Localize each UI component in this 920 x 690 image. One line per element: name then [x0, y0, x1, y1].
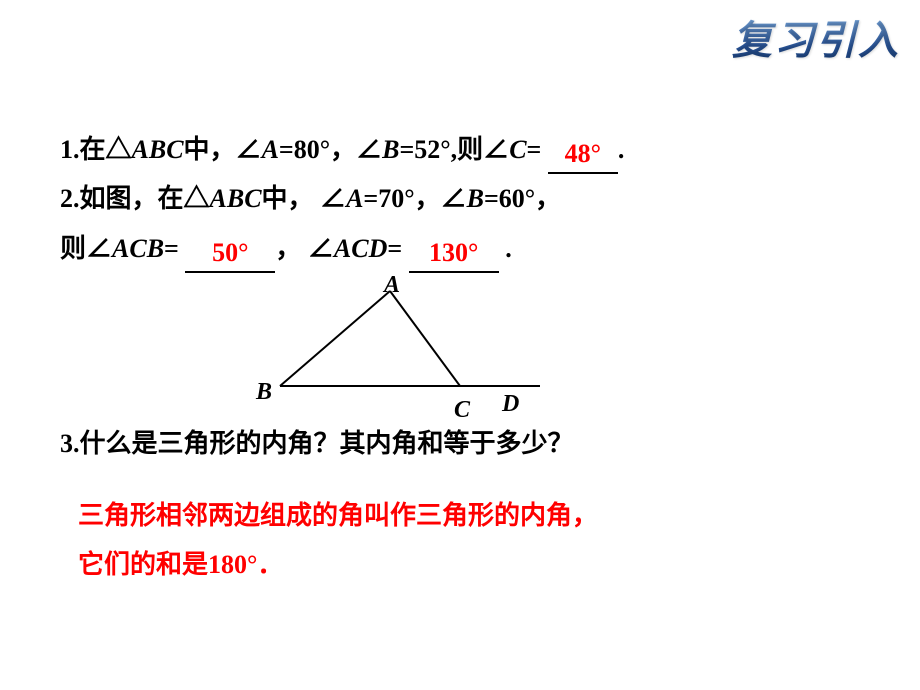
line-AC	[390, 291, 460, 386]
q2-l1-mid: 中， ∠	[262, 184, 347, 213]
question-2-line2: 则∠ACB= 50°， ∠ACD= 130° .	[60, 224, 870, 273]
vertex-label-A: A	[384, 263, 400, 309]
question-1: 1.在△ABC中，∠A=80°，∠B=52°,则∠C= 48°.	[60, 125, 870, 174]
vertex-label-C: C	[454, 388, 470, 434]
q2-tri: ABC	[210, 184, 262, 213]
q2-period: .	[499, 234, 512, 263]
q1-period: .	[618, 135, 625, 164]
q1-eq: =	[527, 135, 548, 164]
q2-comma: ， ∠	[275, 234, 334, 263]
question-2-line1: 2.如图，在△ABC中， ∠A=70°，∠B=60°，	[60, 174, 870, 223]
vertex-label-D: D	[502, 382, 519, 428]
q2-l2-pre: 则∠	[60, 234, 112, 263]
q1-A: A	[262, 135, 279, 164]
q2-l1-pre: 2.如图，在△	[60, 184, 210, 213]
q2-ACD: ACD	[334, 234, 387, 263]
q2-blank1: 50°	[185, 240, 275, 273]
q1-eqA: =80°，∠	[279, 135, 382, 164]
vertex-label-B: B	[256, 370, 272, 416]
q2-eq2: =	[387, 234, 408, 263]
content: 1.在△ABC中，∠A=80°，∠B=52°,则∠C= 48°. 2.如图，在△…	[60, 125, 870, 589]
q1-B: B	[382, 135, 399, 164]
line-AB	[280, 291, 390, 386]
q2-ans1: 50°	[212, 237, 248, 268]
answer-line1: 三角形相邻两边组成的角叫作三角形的内角，	[78, 491, 870, 540]
q1-blank: 48°	[548, 141, 618, 174]
q1-tri: ABC	[132, 135, 184, 164]
q2-A: A	[346, 184, 363, 213]
q1-eqB: =52°,则∠	[399, 135, 509, 164]
q1-pre: 1.在△	[60, 135, 132, 164]
q2-ACB: ACB	[112, 234, 164, 263]
q2-eqA: =70°，∠	[363, 184, 466, 213]
q1-m1: 中，∠	[184, 135, 262, 164]
q1-C: C	[509, 135, 526, 164]
q2-eq1: =	[164, 234, 185, 263]
q2-eqB: =60°，	[484, 184, 561, 213]
q2-B: B	[467, 184, 484, 213]
q2-blank2: 130°	[409, 240, 499, 273]
header-title: 复习引入	[732, 8, 900, 66]
answer-block: 三角形相邻两边组成的角叫作三角形的内角， 它们的和是180°．	[78, 491, 870, 590]
q1-answer: 48°	[565, 138, 601, 169]
q2-ans2: 130°	[429, 237, 478, 268]
answer-line2: 它们的和是180°．	[78, 540, 870, 589]
triangle-figure: A B C D	[260, 281, 560, 411]
